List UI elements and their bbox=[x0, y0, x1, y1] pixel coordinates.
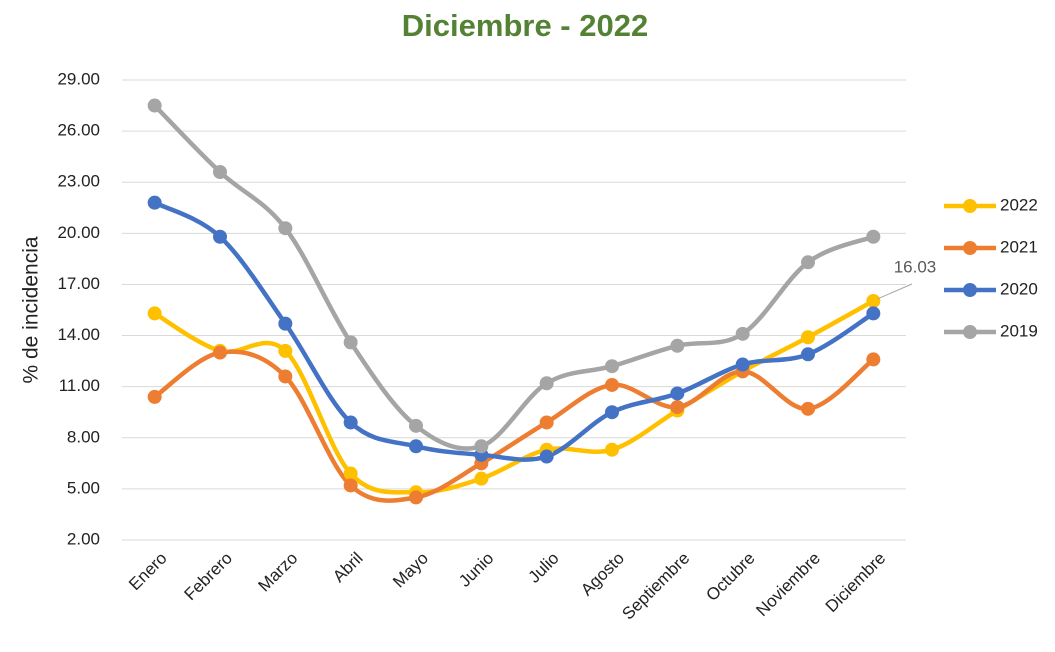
series-line bbox=[153, 200, 875, 462]
data-point bbox=[539, 415, 554, 430]
x-tick-label: Marzo bbox=[254, 549, 301, 596]
y-tick-label: 29.00 bbox=[57, 69, 100, 88]
data-point bbox=[670, 400, 685, 415]
legend-marker bbox=[963, 325, 977, 339]
data-point bbox=[670, 386, 685, 401]
x-tick-label: Octubre bbox=[702, 549, 758, 605]
data-point bbox=[474, 439, 489, 454]
y-tick-label: 11.00 bbox=[59, 376, 100, 395]
x-tick-label: Febrero bbox=[180, 549, 236, 605]
legend-label: 2022 bbox=[1000, 195, 1038, 214]
y-tick-label: 5.00 bbox=[67, 478, 100, 497]
data-point bbox=[605, 442, 619, 457]
data-point bbox=[147, 195, 162, 210]
data-label: 16.03 bbox=[894, 257, 937, 276]
data-point bbox=[866, 352, 881, 367]
x-tick-label: Enero bbox=[125, 549, 171, 595]
data-point bbox=[801, 330, 815, 345]
y-tick-label: 26.00 bbox=[57, 121, 100, 140]
data-point bbox=[539, 449, 554, 464]
y-tick-label: 14.00 bbox=[57, 325, 100, 344]
data-point bbox=[409, 418, 423, 433]
chart-title: Diciembre - 2022 bbox=[402, 8, 648, 43]
data-point bbox=[147, 306, 162, 321]
data-point bbox=[147, 98, 162, 113]
series-line bbox=[153, 349, 875, 503]
x-tick-label: Abril bbox=[329, 549, 366, 586]
series-line bbox=[153, 103, 875, 451]
data-point bbox=[866, 306, 881, 321]
legend-marker bbox=[963, 199, 977, 213]
data-point bbox=[409, 439, 423, 454]
x-tick-label: Julio bbox=[525, 549, 563, 587]
legend-label: 2020 bbox=[1000, 279, 1038, 298]
data-point bbox=[474, 471, 489, 486]
data-point bbox=[278, 343, 293, 358]
data-point bbox=[343, 415, 358, 430]
data-point bbox=[735, 357, 750, 372]
series-line bbox=[153, 299, 875, 495]
y-tick-label: 8.00 bbox=[67, 427, 100, 446]
legend-marker bbox=[963, 283, 977, 297]
data-point bbox=[605, 359, 619, 374]
data-point bbox=[866, 293, 881, 308]
leader-line bbox=[877, 283, 913, 300]
data-point bbox=[409, 490, 423, 505]
data-point bbox=[343, 335, 358, 350]
x-tick-label: Agosto bbox=[577, 549, 628, 600]
data-point bbox=[343, 478, 358, 493]
data-point bbox=[213, 345, 227, 360]
data-point bbox=[801, 255, 815, 270]
y-tick-label: 2.00 bbox=[67, 529, 100, 548]
data-point bbox=[278, 316, 293, 331]
legend-label: 2021 bbox=[1000, 237, 1038, 256]
y-axis-title: % de incidencia bbox=[20, 236, 43, 383]
y-tick-label: 20.00 bbox=[57, 223, 100, 242]
data-point bbox=[801, 347, 815, 362]
data-point bbox=[801, 401, 815, 416]
legend-label: 2019 bbox=[1000, 321, 1038, 340]
data-point bbox=[735, 326, 750, 341]
data-point bbox=[147, 389, 162, 404]
data-point bbox=[213, 165, 227, 179]
data-point bbox=[278, 369, 293, 384]
data-point bbox=[605, 405, 619, 420]
x-tick-label: Junio bbox=[455, 549, 497, 591]
y-tick-label: 23.00 bbox=[57, 172, 100, 191]
x-tick-label: Septiembre bbox=[618, 549, 693, 624]
legend-marker bbox=[963, 241, 977, 255]
data-point bbox=[866, 229, 881, 244]
y-tick-label: 17.00 bbox=[57, 274, 100, 293]
data-point bbox=[670, 338, 685, 353]
x-tick-label: Diciembre bbox=[822, 549, 890, 617]
data-point bbox=[278, 221, 293, 236]
data-point bbox=[213, 229, 227, 244]
data-point bbox=[605, 377, 619, 392]
x-tick-label: Noviembre bbox=[752, 549, 824, 621]
data-point bbox=[343, 466, 358, 481]
x-tick-label: Mayo bbox=[389, 549, 432, 592]
data-point bbox=[539, 376, 554, 391]
